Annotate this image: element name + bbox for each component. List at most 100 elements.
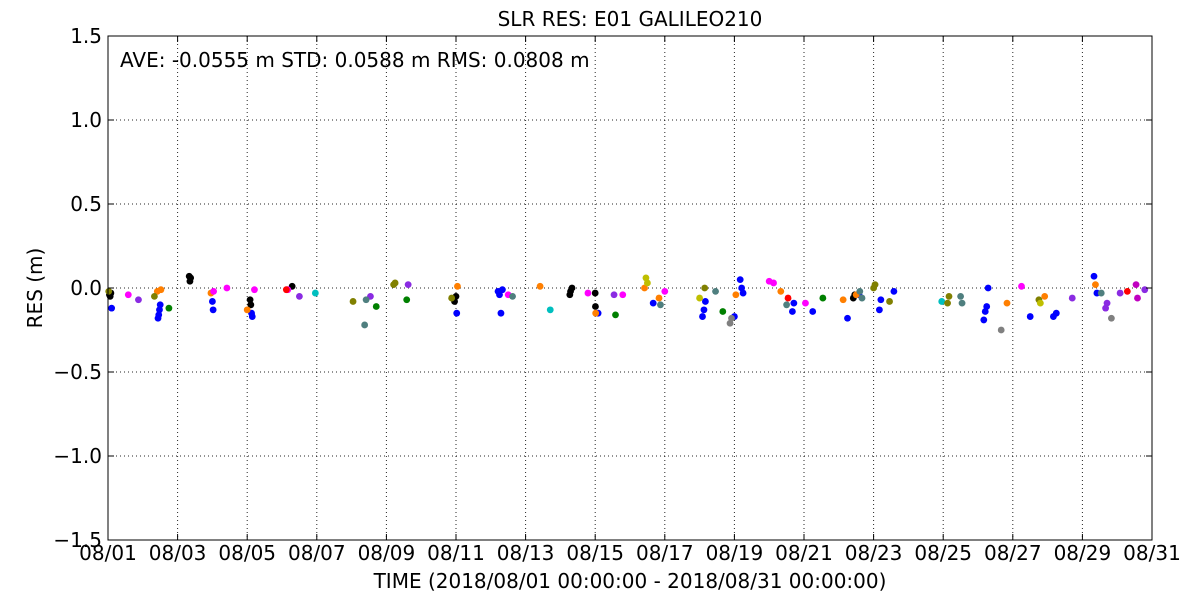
data-point — [1026, 313, 1034, 320]
data-point — [156, 301, 164, 309]
x-tick-label: 08/21 — [775, 541, 833, 565]
data-point — [403, 296, 411, 304]
data-point — [1052, 309, 1060, 317]
data-point — [223, 284, 231, 292]
series-group — [165, 294, 827, 319]
data-point — [282, 286, 290, 294]
data-point — [448, 294, 456, 302]
x-tick-label: 08/07 — [288, 541, 346, 565]
series-group — [282, 286, 1131, 302]
data-point — [699, 313, 706, 320]
data-point — [454, 282, 461, 290]
data-point — [700, 306, 708, 314]
points-layer — [105, 272, 1149, 334]
data-point — [856, 287, 864, 295]
data-point — [619, 291, 627, 299]
data-point — [349, 298, 357, 305]
y-tick-label: 0.0 — [70, 276, 102, 300]
data-point — [702, 298, 709, 305]
series-group — [726, 314, 1115, 334]
data-point — [509, 293, 516, 300]
ticks-layer: 08/01 08/03 08/05 08/07 08/09 08/11 08/13 08/15… — [53, 24, 1180, 565]
data-point — [877, 296, 885, 304]
data-point — [997, 326, 1005, 334]
series-group — [642, 274, 1044, 307]
x-tick-label: 08/03 — [149, 541, 207, 565]
data-point — [311, 289, 319, 297]
data-point — [739, 289, 747, 297]
y-tick-label: −1.0 — [53, 444, 102, 468]
data-point — [592, 303, 599, 310]
data-point — [453, 309, 461, 317]
data-point — [187, 274, 195, 282]
data-point — [649, 299, 657, 307]
series-group — [135, 281, 1149, 312]
data-point — [210, 287, 218, 295]
data-point — [984, 284, 992, 292]
data-point — [844, 314, 851, 322]
data-point — [209, 298, 216, 305]
x-tick-label: 08/05 — [218, 541, 276, 565]
data-point — [156, 306, 163, 314]
plot-frame — [107, 35, 1153, 541]
data-point — [770, 279, 777, 287]
data-point — [983, 303, 991, 310]
series-group — [1132, 281, 1141, 302]
x-tick-label: 08/11 — [427, 541, 485, 565]
data-point — [391, 279, 399, 287]
data-point — [719, 308, 727, 315]
data-point — [644, 279, 651, 287]
data-point — [497, 309, 505, 317]
x-tick-label: 08/15 — [566, 541, 624, 565]
data-point — [696, 294, 703, 302]
data-point — [655, 294, 663, 302]
data-point — [591, 289, 599, 297]
data-point — [151, 293, 158, 300]
data-point — [701, 284, 709, 292]
data-point — [165, 304, 173, 312]
data-point — [783, 301, 790, 309]
data-point — [789, 308, 796, 315]
data-point — [568, 284, 576, 292]
data-point — [209, 306, 217, 314]
data-point — [1003, 299, 1011, 307]
data-point — [945, 293, 953, 300]
data-point — [546, 306, 554, 314]
series-group — [361, 287, 1105, 329]
data-point — [784, 294, 792, 302]
data-point — [592, 309, 600, 317]
data-point — [732, 291, 740, 299]
x-tick-label: 08/17 — [636, 541, 694, 565]
data-point — [958, 299, 966, 307]
data-point — [1116, 289, 1124, 297]
data-point — [362, 296, 370, 304]
data-point — [361, 321, 369, 329]
data-point — [661, 287, 669, 295]
x-tick-label: 08/23 — [845, 541, 903, 565]
data-point — [1092, 281, 1099, 289]
x-tick-label: 08/09 — [358, 541, 416, 565]
data-point — [712, 287, 719, 295]
data-point — [790, 299, 798, 307]
data-point — [404, 281, 412, 289]
y-tick-label: 1.5 — [70, 24, 102, 48]
data-point — [839, 296, 847, 304]
data-point — [1090, 272, 1098, 280]
data-point — [819, 294, 827, 302]
data-point — [736, 276, 744, 283]
data-point — [1036, 299, 1044, 307]
data-point — [641, 284, 648, 292]
y-tick-label: −1.5 — [53, 528, 102, 552]
x-tick-label: 08/19 — [706, 541, 764, 565]
stats-summary: AVE: -0.0555 m STD: 0.0588 m RMS: 0.0808… — [120, 48, 590, 72]
data-point — [612, 311, 619, 319]
data-point — [890, 287, 898, 295]
data-point — [777, 287, 785, 295]
data-point — [296, 293, 303, 300]
data-point — [1018, 282, 1025, 290]
data-point — [157, 286, 165, 294]
x-tick-label: 08/31 — [1123, 541, 1181, 565]
data-point — [728, 314, 735, 322]
